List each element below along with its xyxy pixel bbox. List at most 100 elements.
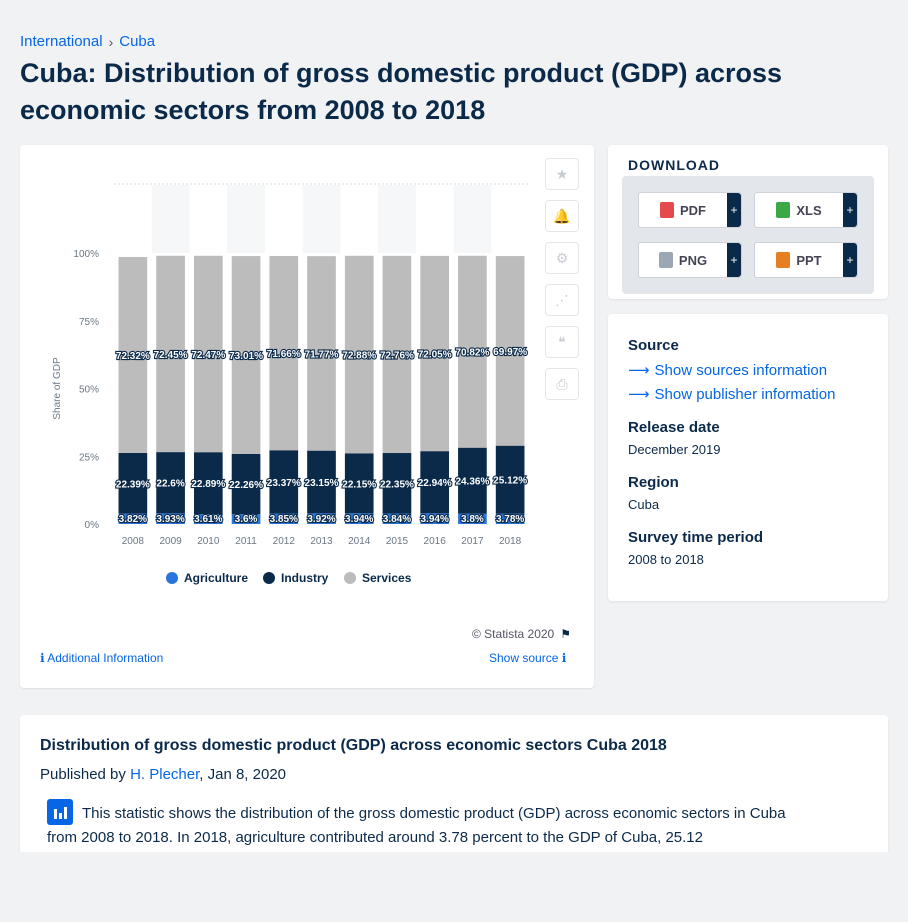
bar-services	[307, 256, 336, 451]
author-link[interactable]: H. Plecher	[130, 766, 200, 783]
survey-period-value: 2008 to 2018	[628, 552, 704, 567]
data-label-industry: 22.89%	[191, 479, 225, 490]
data-label-industry: 24.36%	[455, 477, 489, 488]
data-label-services: 70.82%	[455, 348, 489, 359]
y-tick-label: 0%	[85, 520, 100, 531]
bottom-bar	[0, 852, 908, 922]
show-source-label: Show source	[489, 651, 559, 665]
x-tick-label: 2015	[386, 536, 409, 547]
column-shade	[302, 185, 341, 253]
star-icon[interactable]: ★	[545, 158, 579, 190]
plus-icon[interactable]: +	[727, 193, 741, 227]
info-card	[608, 314, 888, 601]
data-label-agriculture: 3.94%	[421, 514, 449, 525]
data-label-services: 72.47%	[191, 350, 225, 361]
breadcrumb-cuba[interactable]: Cuba	[119, 33, 156, 50]
bar-industry	[420, 451, 450, 514]
bar-agriculture	[156, 513, 185, 524]
publish-date: , Jan 8, 2020	[199, 766, 287, 783]
bar-services	[156, 255, 185, 453]
pdf-file-icon	[660, 202, 674, 218]
breadcrumb-separator: ›	[108, 33, 114, 50]
release-date-value: December 2019	[628, 442, 721, 457]
bar-industry	[269, 450, 299, 514]
y-tick-label: 50%	[79, 385, 99, 396]
data-label-industry: 23.15%	[305, 478, 339, 489]
download-title: DOWNLOAD	[628, 157, 720, 173]
column-shade	[378, 185, 416, 253]
description-title: Distribution of gross domestic product (…	[40, 737, 667, 754]
data-label-industry: 22.39%	[116, 479, 150, 490]
published-by: Published by H. Plecher, Jan 8, 2020	[40, 766, 286, 783]
download-ppt-label: PPT	[796, 252, 822, 268]
data-label-services: 72.05%	[418, 350, 452, 361]
data-label-industry: 22.94%	[418, 478, 452, 489]
data-label-agriculture: 3.82%	[119, 514, 147, 525]
bar-industry	[156, 452, 185, 514]
region-heading: Region	[628, 474, 679, 491]
plus-icon[interactable]: +	[843, 193, 857, 227]
data-label-industry: 22.35%	[380, 479, 414, 490]
bar-services	[344, 255, 374, 454]
plus-icon[interactable]: +	[727, 243, 741, 277]
x-tick-label: 2014	[348, 536, 371, 547]
plus-icon[interactable]: +	[843, 243, 857, 277]
arrow-right-icon: ⟶	[628, 362, 650, 379]
bar-services	[420, 255, 450, 452]
copyright-text: © Statista 2020	[472, 627, 555, 641]
source-heading: Source	[628, 337, 679, 354]
copyright: © Statista 2020 ⚑	[472, 627, 571, 641]
data-label-services: 72.45%	[154, 350, 188, 361]
bar-services	[458, 255, 487, 448]
bar-chart-icon	[47, 799, 73, 825]
data-label-services: 72.76%	[380, 350, 414, 361]
data-label-agriculture: 3.84%	[383, 514, 411, 525]
breadcrumb-international[interactable]: International	[20, 33, 103, 50]
flag-icon[interactable]: ⚑	[560, 627, 571, 641]
legend-label-agriculture: Agriculture	[184, 571, 248, 585]
breadcrumb: International › Cuba	[20, 33, 155, 50]
bar-services	[269, 256, 299, 451]
show-source-link[interactable]: Show source ℹ	[489, 651, 566, 665]
bar-industry	[344, 453, 374, 514]
download-xls-label: XLS	[796, 202, 822, 218]
ppt-file-icon	[776, 252, 791, 268]
data-label-agriculture: 3.92%	[307, 514, 335, 525]
release-date-heading: Release date	[628, 419, 720, 436]
published-prefix: Published by	[40, 766, 126, 783]
x-tick-label: 2009	[159, 536, 182, 547]
bell-icon[interactable]: 🔔	[545, 200, 579, 232]
page-title: Cuba: Distribution of gross domestic pro…	[20, 58, 783, 125]
data-label-agriculture: 3.78%	[496, 514, 524, 525]
bar-industry	[382, 453, 412, 514]
bar-agriculture	[420, 513, 450, 524]
gear-icon[interactable]: ⚙	[545, 242, 579, 274]
bar-agriculture	[118, 513, 148, 524]
show-publisher-link[interactable]: ⟶ Show publisher information	[628, 385, 835, 404]
region-value: Cuba	[628, 497, 660, 512]
data-label-services: 69.97%	[493, 347, 527, 358]
y-tick-label: 75%	[79, 317, 99, 328]
bar-services	[118, 256, 148, 453]
legend-marker-agriculture	[166, 572, 178, 584]
bar-industry	[307, 450, 336, 514]
data-label-services: 73.01%	[229, 351, 263, 362]
data-label-industry: 22.6%	[156, 479, 184, 490]
quote-icon[interactable]: ❝	[545, 326, 579, 358]
x-tick-label: 2011	[235, 536, 257, 547]
share-icon[interactable]: ⋰	[545, 284, 579, 316]
download-pdf-button[interactable]: PDF +	[638, 192, 742, 228]
print-icon[interactable]: ⎙	[545, 368, 579, 400]
bar-industry	[193, 452, 223, 515]
x-tick-label: 2010	[197, 536, 220, 547]
stacked-bar-chart: 0% 25% 50% 75% 100% Share of GDP 3.82% 22.39% 72…	[52, 183, 529, 585]
download-ppt-button[interactable]: PPT +	[754, 242, 858, 278]
download-xls-button[interactable]: XLS +	[754, 192, 858, 228]
additional-information-link[interactable]: ℹ Additional Information	[40, 651, 163, 665]
show-sources-link[interactable]: ⟶ Show sources information	[628, 361, 827, 380]
bar-agriculture	[193, 514, 223, 524]
download-png-button[interactable]: PNG +	[638, 242, 742, 278]
bar-services	[193, 255, 223, 453]
x-tick-label: 2013	[310, 536, 333, 547]
